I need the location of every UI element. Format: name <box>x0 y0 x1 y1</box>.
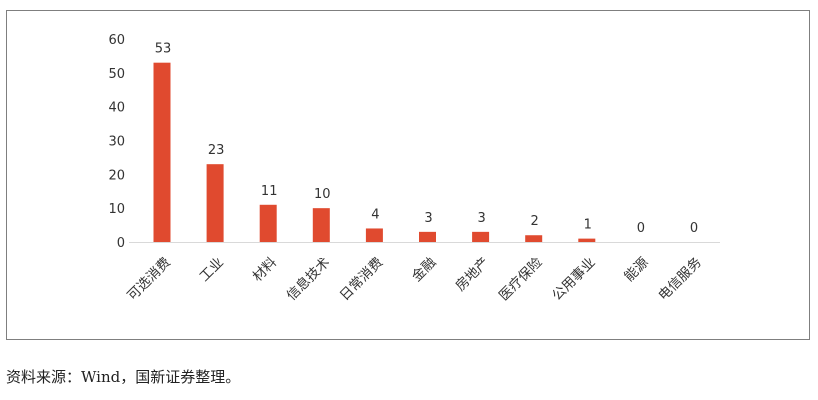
bar <box>472 231 490 242</box>
x-tick-label: 日常消费 <box>337 255 386 304</box>
y-tick-label: 50 <box>108 67 125 82</box>
data-label: 4 <box>371 207 379 222</box>
bar <box>525 235 543 242</box>
x-tick-label: 金融 <box>409 254 440 285</box>
y-tick-label: 10 <box>108 202 125 217</box>
data-label: 3 <box>477 211 485 226</box>
chart-frame: 0 10 20 30 40 50 60 53 可选消费 23 工业 11 材料 10 信息技术 4 日常消费 3 金… <box>6 10 810 340</box>
bar-chart: 010203040506053可选消费23工业11材料10信息技术4日常消费3金… <box>108 33 720 304</box>
bar <box>312 208 330 242</box>
x-tick-label: 材料 <box>250 254 281 285</box>
data-label: 53 <box>155 42 172 57</box>
y-tick-label: 60 <box>108 33 125 48</box>
x-tick-label: 医疗保险 <box>496 254 546 304</box>
bar <box>206 164 224 242</box>
bar <box>153 62 171 242</box>
x-tick-label: 信息技术 <box>283 254 333 304</box>
data-label: 11 <box>261 184 278 199</box>
bar <box>419 231 436 242</box>
bar <box>578 238 596 242</box>
data-label: 3 <box>424 211 432 226</box>
source-note: 资料来源：Wind，国新证券整理。 <box>6 368 241 386</box>
data-label: 1 <box>584 218 592 233</box>
data-label: 23 <box>208 143 225 158</box>
x-tick-label: 能源 <box>621 254 652 285</box>
x-tick-label: 工业 <box>197 255 227 285</box>
data-label: 2 <box>531 214 539 229</box>
bar <box>259 204 277 242</box>
x-tick-label: 电信服务 <box>655 255 704 304</box>
x-tick-label: 公用事业 <box>549 255 598 304</box>
y-tick-label: 20 <box>108 168 125 183</box>
x-tick-label: 可选消费 <box>124 255 173 304</box>
data-label: 0 <box>637 221 645 236</box>
y-tick-label: 40 <box>108 101 125 116</box>
data-label: 10 <box>314 187 331 202</box>
y-tick-label: 30 <box>108 135 125 150</box>
data-label: 0 <box>690 221 698 236</box>
x-tick-label: 房地产 <box>452 255 492 295</box>
bar <box>365 228 383 242</box>
y-tick-label: 0 <box>117 236 125 251</box>
